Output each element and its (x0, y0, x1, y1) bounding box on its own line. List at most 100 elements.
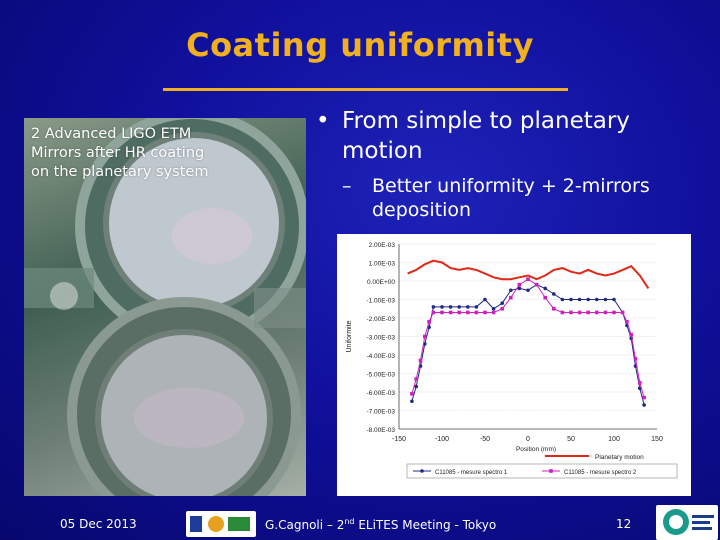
data-point (466, 310, 470, 315)
y-tick-label: -8.00E-03 (366, 427, 395, 434)
slide-title: Coating uniformity (186, 26, 534, 64)
data-point (440, 310, 444, 315)
legend-box (406, 463, 678, 479)
data-point (620, 310, 625, 315)
data-point (629, 332, 633, 337)
x-tick-label: 0 (526, 436, 530, 443)
x-axis-label: Position (mm) (516, 446, 556, 453)
x-tick-label: -100 (435, 436, 449, 443)
bullet-sub: – Better uniformity + 2-mirrors depositi… (312, 174, 712, 222)
data-point (638, 380, 642, 385)
data-point (474, 310, 479, 315)
data-point (414, 377, 418, 381)
data-point (560, 297, 565, 302)
data-point (526, 288, 530, 293)
legend-label: Planetary motion (595, 454, 644, 461)
series-line (411, 284, 645, 406)
data-point (595, 297, 599, 302)
footer-presenter-suffix: ELiTES Meeting - Tokyo (354, 518, 497, 532)
data-point (457, 305, 461, 309)
data-point (448, 310, 453, 315)
bullet-main: • From simple to planetary motion (312, 106, 712, 166)
data-point (509, 288, 513, 293)
data-point (457, 310, 461, 315)
data-point (586, 310, 590, 315)
x-tick-label: -150 (392, 436, 406, 443)
y-tick-label: -3.00E-03 (366, 335, 395, 342)
data-point (418, 358, 423, 363)
data-point (543, 286, 547, 291)
data-point (642, 403, 646, 407)
data-point (612, 310, 616, 315)
x-tick-label: 150 (651, 436, 663, 443)
bullet-sub-text: Better uniformity + 2-mirrors deposition (372, 175, 650, 221)
data-point (500, 301, 504, 305)
x-tick-label: 100 (608, 436, 620, 443)
y-tick-label: -7.00E-03 (366, 409, 395, 416)
data-point (569, 297, 573, 302)
x-tick-label: 50 (567, 436, 575, 443)
series-line (407, 259, 650, 289)
data-point (517, 282, 522, 287)
data-point (633, 356, 638, 361)
data-point (491, 310, 496, 315)
data-point (642, 395, 646, 400)
data-point (474, 305, 479, 309)
data-point (569, 310, 573, 315)
footer-presenter: G.Cagnoli – 2nd ELiTES Meeting - Tokyo (265, 517, 496, 532)
data-point (500, 306, 504, 311)
title-underline (163, 88, 568, 91)
data-point (603, 297, 608, 302)
data-point (577, 310, 582, 315)
x-tick-label: -50 (480, 436, 490, 443)
y-tick-label: -2.00E-03 (366, 316, 395, 323)
y-tick-label: -6.00E-03 (366, 390, 395, 397)
data-point (543, 295, 547, 300)
mirror-photo: 2 Advanced LIGO ETM Mirrors after HR coa… (24, 118, 306, 496)
legend-marker (549, 469, 553, 473)
data-point (603, 310, 608, 315)
bullet-main-text: From simple to planetary motion (342, 108, 630, 164)
data-point (612, 297, 616, 302)
data-point (586, 297, 590, 302)
y-axis-label: Uniformite (346, 320, 353, 352)
bullet-dot-icon: • (316, 108, 330, 134)
series-line (411, 278, 645, 398)
data-point (448, 305, 453, 309)
data-point (577, 297, 582, 302)
coating-type-label: Coating type: aLIGO HRITM (447, 402, 611, 416)
bullet-list: • From simple to planetary motion – Bett… (312, 106, 712, 222)
data-point (466, 305, 470, 309)
data-point (595, 310, 599, 315)
photo-caption: 2 Advanced LIGO ETM Mirrors after HR coa… (31, 126, 209, 180)
footer-presenter-prefix: G.Cagnoli – 2 (265, 518, 345, 532)
data-point (483, 310, 487, 315)
page-number: 12 (616, 517, 632, 531)
data-point (423, 334, 427, 339)
data-point (410, 399, 414, 404)
legend-label: C11085 - mesure spectro 2 (564, 470, 637, 476)
data-point (440, 305, 444, 309)
y-tick-label: 2.00E-03 (369, 242, 396, 249)
y-tick-label: -1.00E-03 (366, 298, 395, 305)
data-point (526, 277, 530, 281)
data-point (491, 306, 496, 311)
data-point (410, 392, 414, 396)
data-point (414, 384, 418, 389)
data-point (431, 310, 436, 315)
legend-marker (420, 469, 424, 473)
advanced-virgo-logo (656, 505, 718, 540)
bullet-dash-icon: – (342, 175, 352, 197)
data-point (431, 305, 436, 309)
data-point (427, 319, 431, 324)
data-point (483, 297, 487, 302)
y-tick-label: 0.00E+00 (367, 279, 395, 286)
data-point (560, 310, 565, 315)
uniformity-chart: 2.00E-03 1.00E-03 0.00E+00 -1.00E-03 -2.00E-… (337, 234, 691, 496)
y-tick-label: 1.00E-03 (369, 261, 396, 268)
data-point (552, 306, 556, 311)
footer-date: 05 Dec 2013 (60, 517, 137, 531)
lma-logo (186, 511, 256, 537)
data-point (552, 292, 556, 296)
